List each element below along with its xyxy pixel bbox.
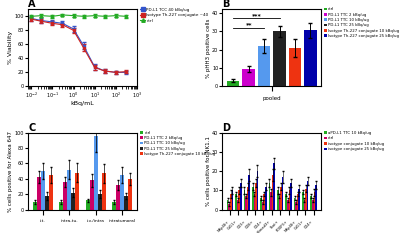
Bar	[252, 187, 254, 210]
Bar	[285, 194, 287, 210]
Bar	[240, 183, 242, 210]
Bar	[273, 31, 286, 86]
Bar	[90, 180, 94, 210]
Bar	[33, 202, 37, 210]
Bar	[280, 187, 282, 210]
Text: **: **	[245, 22, 252, 27]
Text: D: D	[222, 123, 230, 133]
Y-axis label: % pHH3 positive cells: % pHH3 positive cells	[206, 18, 211, 78]
Bar	[247, 187, 248, 210]
Bar	[297, 194, 298, 210]
Bar	[312, 200, 314, 210]
Bar	[277, 190, 278, 210]
Bar	[124, 196, 128, 210]
Bar	[257, 171, 258, 210]
Bar	[307, 181, 308, 210]
Bar	[255, 183, 257, 210]
Bar	[98, 194, 102, 210]
Bar	[230, 194, 232, 210]
Legend: aPD-L1 TTC 10 kBq/ug, ctrl, isotype conjugate 10 kBq/ug, isotype conjugate 25 kB: aPD-L1 TTC 10 kBq/ug, ctrl, isotype conj…	[324, 131, 384, 151]
Bar	[298, 188, 300, 210]
Bar	[264, 194, 265, 210]
Bar	[75, 173, 79, 210]
Legend: PD-L1 TCC 40 kBq/ug, Isotype Th-227 conjugate ~40, ctrl: PD-L1 TCC 40 kBq/ug, Isotype Th-227 conj…	[140, 7, 209, 23]
Bar	[314, 192, 315, 210]
Bar	[294, 198, 295, 210]
Legend: ctrl, PD-L1 TTC 2 kBq/ug, PD-L1 TTC 10 kBq/ug, PD-L1 TTC 25 kBq/ug, Isotype Th-2: ctrl, PD-L1 TTC 2 kBq/ug, PD-L1 TTC 10 k…	[324, 7, 399, 38]
Bar	[238, 190, 240, 210]
Bar	[295, 202, 297, 210]
Bar	[41, 171, 45, 210]
Bar	[282, 177, 283, 210]
Text: B: B	[222, 0, 230, 9]
Bar	[245, 196, 247, 210]
Bar	[265, 187, 266, 210]
Bar	[302, 192, 304, 210]
Y-axis label: % Viability: % Viability	[8, 31, 13, 65]
Bar	[304, 200, 305, 210]
Y-axis label: % cells positive for NK1.1: % cells positive for NK1.1	[206, 136, 211, 206]
Bar	[228, 204, 230, 210]
Bar	[63, 182, 67, 210]
Bar	[112, 202, 116, 210]
Bar	[315, 185, 317, 210]
Bar	[248, 175, 250, 210]
Bar	[242, 69, 255, 86]
Bar	[289, 48, 301, 86]
Bar	[278, 196, 280, 210]
Bar	[59, 202, 63, 210]
Bar	[262, 202, 264, 210]
Bar	[49, 175, 53, 210]
Y-axis label: % cells positive for Alexa 647: % cells positive for Alexa 647	[8, 131, 13, 212]
Bar	[304, 31, 317, 86]
Bar	[116, 185, 120, 210]
Bar	[287, 200, 288, 210]
Bar	[273, 164, 275, 210]
Bar	[86, 200, 90, 210]
Bar	[305, 188, 307, 210]
Bar	[310, 196, 312, 210]
Bar	[235, 194, 237, 210]
Bar	[227, 81, 240, 86]
Bar	[71, 193, 75, 210]
Bar	[102, 174, 106, 210]
Bar	[232, 190, 233, 210]
Bar	[272, 175, 273, 210]
Bar	[227, 200, 228, 210]
Bar	[94, 137, 98, 210]
Bar	[45, 196, 49, 210]
Bar	[67, 170, 71, 210]
Bar	[269, 183, 270, 210]
Bar	[128, 179, 132, 210]
Text: ***: ***	[252, 13, 261, 18]
Text: A: A	[28, 0, 36, 9]
Bar	[290, 183, 292, 210]
Bar	[270, 192, 272, 210]
Bar	[288, 190, 290, 210]
Bar	[120, 175, 124, 210]
Bar	[254, 194, 255, 210]
Bar	[237, 200, 238, 210]
Text: C: C	[28, 123, 35, 133]
X-axis label: kBq/mL: kBq/mL	[70, 101, 94, 106]
Bar	[37, 177, 41, 210]
Bar	[258, 46, 270, 86]
Bar	[244, 190, 245, 210]
Legend: ctrl, PD-L1 TTC 2 kBq/ug, PD-L1 TTC 10 kBq/ug, PD-L1 TTC 25 kBq/ug, Isotype Th-2: ctrl, PD-L1 TTC 2 kBq/ug, PD-L1 TTC 10 k…	[140, 131, 216, 156]
Bar	[260, 198, 262, 210]
